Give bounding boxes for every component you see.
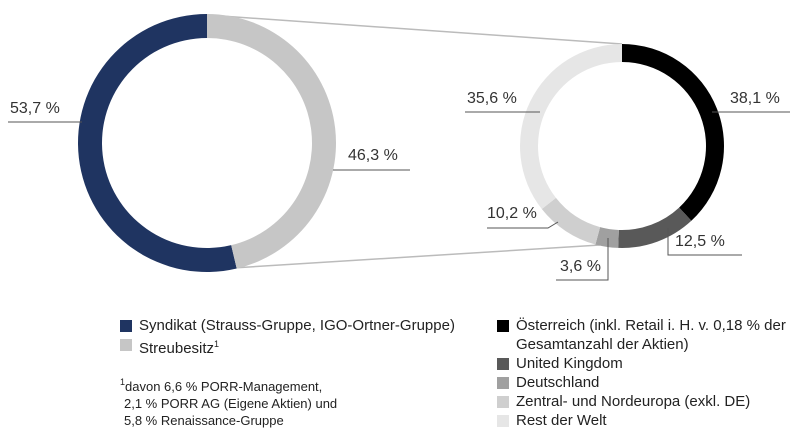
legend-swatch [497, 320, 509, 332]
legend-swatch [120, 320, 132, 332]
legend-label: Rest der Welt [516, 412, 607, 429]
legend-label: United Kingdom [516, 355, 623, 372]
data-label: 38,1 % [730, 90, 780, 107]
legend: Österreich (inkl. Retail i. H. v. 0,18 %… [497, 316, 789, 430]
footnote-text: 5,8 % Renaissance-Gruppe [124, 413, 284, 428]
donut-segment [541, 197, 601, 245]
donut-segment [595, 227, 619, 248]
data-label: 53,7 % [10, 100, 60, 117]
legend-item: Deutschland [497, 373, 789, 392]
legend-swatch [497, 377, 509, 389]
footnote-text: davon 6,6 % PORR-Management, [125, 379, 323, 394]
donut-segment [207, 14, 336, 269]
data-label: 35,6 % [467, 90, 517, 107]
charts: 53,7 % 46,3 % 38,1 % 12,5 % 3,6 % 10,2 % 35,6 … [8, 14, 790, 281]
connector [232, 244, 601, 269]
legend-item: Österreich (inkl. Retail i. H. v. 0,18 %… [497, 316, 789, 354]
legend-label: Deutschland [516, 374, 600, 391]
connector [206, 14, 623, 45]
donut-segment [520, 44, 622, 210]
legend-swatch [497, 396, 509, 408]
data-label: 12,5 % [675, 233, 725, 250]
footnote-line: 5,8 % Renaissance-Gruppe [120, 412, 337, 429]
legend-label: Syndikat (Strauss-Gruppe, IGO-Ortner-Gru… [139, 317, 455, 334]
leader-line [556, 238, 609, 281]
legend-item: United Kingdom [497, 354, 789, 373]
footnote-line: 1davon 6,6 % PORR-Management, [120, 374, 337, 395]
footnote-line: 2,1 % PORR AG (Eigene Aktien) und [120, 395, 337, 412]
footnote-marker: 1 [214, 339, 220, 349]
donut-segment [622, 44, 724, 221]
leader-line [667, 228, 742, 256]
data-label: 10,2 % [487, 205, 537, 222]
legend-item: Rest der Welt [497, 411, 789, 430]
legend-swatch [120, 339, 132, 351]
legend-swatch [497, 415, 509, 427]
donut-segment [77, 14, 237, 272]
footnote-text: 2,1 % PORR AG (Eigene Aktien) und [124, 396, 338, 411]
legend-label: Streubesitz [139, 340, 215, 357]
data-label: 46,3 % [348, 147, 398, 164]
legend-item: Syndikat (Strauss-Gruppe, IGO-Ortner-Gru… [120, 316, 460, 335]
leader-line [487, 221, 559, 229]
data-label: 3,6 % [560, 258, 601, 275]
footnote: 1davon 6,6 % PORR-Management, 2,1 % PORR … [120, 374, 337, 429]
legend-label: Zentral- und Nordeuropa (exkl. DE) [516, 393, 751, 410]
legend-item: Streubesitz1 [120, 335, 460, 358]
legend-label: Österreich (inkl. Retail i. H. v. 0,18 %… [516, 317, 786, 353]
legend: Syndikat (Strauss-Gruppe, IGO-Ortner-Gru… [120, 316, 460, 358]
donut-segment [618, 207, 692, 248]
legend-item: Zentral- und Nordeuropa (exkl. DE) [497, 392, 789, 411]
footnote-marker: 1 [120, 377, 126, 387]
legend-swatch [497, 358, 509, 370]
